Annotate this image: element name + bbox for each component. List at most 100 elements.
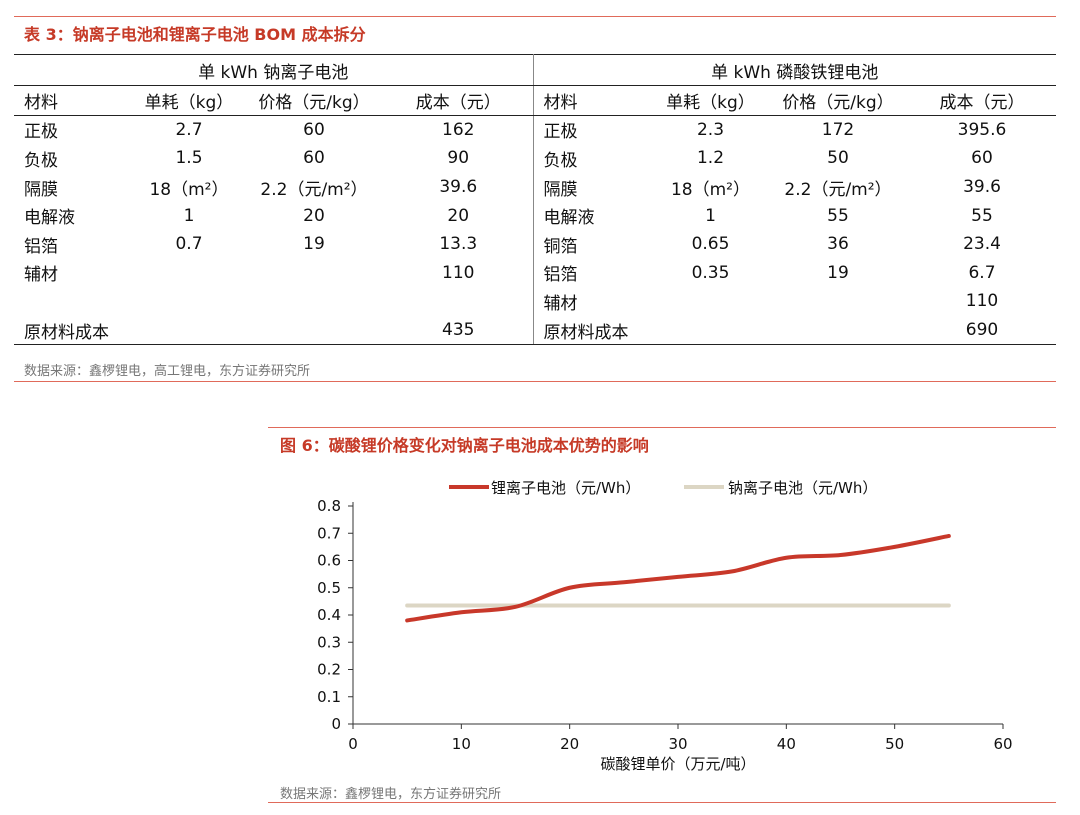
table-row: 正极 2.7 60 162 正极 2.3 172 395.6 (14, 115, 1056, 145)
cell: 395.6 (957, 119, 1007, 140)
cell: 172 (821, 119, 855, 140)
cell: 铝箔 (24, 236, 58, 257)
cell: 435 (384, 315, 534, 346)
cell: 1 (183, 205, 195, 226)
cell: 隔膜 (24, 179, 58, 200)
legend-sodium-label: 钠离子电池（元/Wh） (728, 479, 877, 497)
cell: 原材料成本 (533, 315, 653, 346)
cell: 162 (384, 115, 534, 145)
cell: 36 (827, 234, 849, 255)
x-tick-label: 40 (777, 735, 796, 753)
cell: 正极 (24, 122, 58, 143)
y-tick-label: 0.2 (317, 661, 341, 679)
cell: 隔膜 (543, 179, 578, 200)
x-axis-label: 碳酸锂单价（万元/吨） (600, 755, 755, 773)
cell: 60 (303, 148, 325, 169)
cell: 0.35 (691, 262, 730, 283)
cell (244, 315, 384, 346)
table-title: 表 3：钠离子电池和锂离子电池 BOM 成本拆分 (24, 25, 366, 44)
table-column-header: 材料 单耗（kg） 价格（元/kg） 成本（元） 材料 单耗（kg） 价格（元/… (14, 85, 1056, 116)
cell (134, 315, 244, 346)
figure-source: 数据来源：鑫椤锂电，东方证券研究所 (280, 787, 502, 802)
cell: 1.2 (696, 148, 725, 169)
cell: 690 (908, 315, 1056, 346)
figure-bottom-rule (268, 802, 1056, 803)
cell: 6.7 (968, 262, 996, 283)
y-tick-label: 0.6 (317, 552, 341, 570)
col-header: 成本（元） (384, 85, 534, 116)
cell: 18（m²） (149, 179, 229, 200)
x-tick-label: 50 (885, 735, 904, 753)
cell: 19 (303, 234, 325, 255)
col-header: 单耗（kg） (653, 85, 768, 116)
y-tick-label: 0.8 (317, 497, 341, 515)
col-header: 价格（元/kg） (768, 85, 908, 116)
cell: 辅材 (24, 265, 58, 286)
col-header: 单耗（kg） (134, 85, 244, 116)
cell: 正极 (543, 122, 578, 143)
cell: 负极 (543, 150, 578, 171)
y-tick-label: 0.5 (317, 579, 341, 597)
cell (768, 315, 908, 346)
table-source: 数据来源：鑫椤锂电，高工锂电，东方证券研究所 (24, 364, 311, 379)
cell: 1 (705, 205, 716, 226)
cell: 60 (971, 148, 993, 169)
table-row: 辅材 110 (14, 287, 1056, 316)
cell: 110 (384, 258, 534, 288)
cell: 铝箔 (543, 265, 578, 286)
cell: 18（m²） (670, 179, 750, 200)
y-tick-label: 0.3 (317, 633, 341, 651)
cell: 0.65 (691, 234, 730, 255)
cell: 23.4 (963, 234, 1001, 255)
cell (384, 287, 534, 316)
table-row: 电解液 1 20 20 电解液 1 55 55 (14, 201, 1056, 230)
group-sodium: 单 kWh 钠离子电池 (14, 54, 534, 86)
cell: 60 (303, 119, 325, 140)
col-header: 价格（元/kg） (244, 85, 384, 116)
cell: 19 (827, 262, 849, 283)
x-tick-label: 10 (452, 735, 471, 753)
y-tick-label: 0.4 (317, 606, 341, 624)
cell: 电解液 (24, 208, 75, 229)
cell: 1.5 (175, 148, 203, 169)
x-tick-label: 60 (993, 735, 1012, 753)
table-bottom-rule (14, 381, 1056, 382)
legend-lithium-label: 锂离子电池（元/Wh） (491, 479, 640, 497)
table-row: 负极 1.5 60 90 负极 1.2 50 60 (14, 144, 1056, 173)
col-header: 成本（元） (908, 85, 1056, 116)
table-group-header: 单 kWh 钠离子电池 单 kWh 磷酸铁锂电池 (14, 54, 1056, 86)
cell: 20 (384, 201, 534, 230)
table-row: 隔膜 18（m²） 2.2（元/m²） 39.6 隔膜 18（m²） 2.2（元/m²） 3… (14, 172, 1056, 202)
figure-top-rule (268, 427, 1056, 428)
cell: 20 (303, 205, 325, 226)
table-row-total: 原材料成本 435 原材料成本 690 (14, 315, 1056, 346)
cell: 2.2（元/m²） (784, 179, 892, 200)
y-tick-label: 0.7 (317, 524, 341, 542)
cell: 90 (384, 144, 534, 173)
cell (653, 315, 768, 346)
cell: 2.3 (696, 119, 725, 140)
table-row: 铝箔 0.7 19 13.3 铜箔 0.65 36 23.4 (14, 229, 1056, 259)
x-tick-label: 20 (560, 735, 579, 753)
y-tick-label: 0 (331, 715, 341, 733)
cell: 原材料成本 (14, 315, 134, 346)
col-header: 材料 (14, 85, 134, 116)
cell: 2.2（元/m²） (260, 179, 368, 200)
table-row: 辅材 110 铝箔 0.35 19 6.7 (14, 258, 1056, 288)
series-line-lithium (405, 533, 951, 623)
cell: 电解液 (543, 208, 595, 229)
cell: 50 (827, 148, 849, 169)
figure-title: 图 6：碳酸锂价格变化对钠离子电池成本优势的影响 (280, 436, 649, 455)
col-header: 材料 (533, 85, 653, 116)
cell: 2.7 (175, 119, 203, 140)
cell: 负极 (24, 150, 58, 171)
table-body: 正极 2.7 60 162 正极 2.3 172 395.6 负极 1.5 60 90 负极 1.2… (14, 115, 1056, 346)
bom-table: 单 kWh 钠离子电池 单 kWh 磷酸铁锂电池 材料 单耗（kg） 价格（元/… (14, 54, 1056, 346)
cell: 铜箔 (543, 236, 578, 257)
cell: 55 (827, 205, 849, 226)
cell: 110 (965, 291, 999, 312)
table-top-rule (14, 16, 1056, 17)
x-tick-label: 30 (668, 735, 687, 753)
cell: 13.3 (384, 229, 534, 259)
